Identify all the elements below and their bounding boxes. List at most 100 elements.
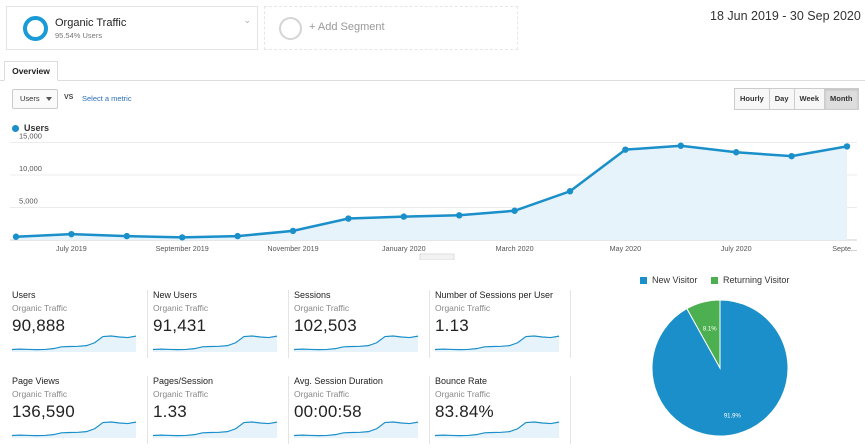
sparkline-area	[435, 422, 559, 438]
scorecard-divider	[570, 376, 571, 444]
sparkline	[435, 335, 560, 352]
sparkline-area	[294, 422, 418, 438]
scorecard-value: 1.13	[435, 316, 469, 335]
dropdown-arrow-icon	[46, 97, 52, 101]
scorecard-page-views[interactable]: Page Views Organic Traffic 136,590	[12, 376, 144, 448]
pie-slice-label: 91.9%	[724, 413, 742, 419]
granularity-hourly-button[interactable]: Hourly	[734, 88, 770, 110]
pie-legend-returning-visitor: Returning Visitor	[711, 275, 789, 285]
chevron-down-icon[interactable]: ⌄	[243, 15, 251, 25]
scorecard-avg-session-duration[interactable]: Avg. Session Duration Organic Traffic 00…	[294, 376, 426, 448]
users-data-point	[788, 152, 795, 160]
granularity-week-button[interactable]: Week	[793, 88, 825, 110]
sparkline-line	[153, 335, 278, 351]
pie-slice-returning-visitor	[686, 299, 721, 370]
users-data-point	[179, 234, 186, 241]
scorecard-value: 102,503	[294, 316, 357, 335]
date-range-label: 18 Jun 2019 - 30 Sep 2020	[710, 9, 861, 23]
sparkline	[12, 421, 137, 438]
scorecard-segment: Organic Traffic	[435, 389, 491, 399]
users-data-point	[234, 232, 241, 240]
users-data-point	[843, 143, 851, 150]
chart-legend-users: Users	[12, 123, 49, 133]
users-series-line	[15, 144, 848, 239]
sparkline-area	[294, 336, 418, 352]
users-data-point	[622, 146, 629, 153]
users-data-point	[12, 233, 20, 240]
scorecard-users[interactable]: Users Organic Traffic 90,888	[12, 290, 144, 362]
sparkline-area	[12, 336, 136, 352]
scorecard-segment: Organic Traffic	[294, 303, 350, 313]
sparkline-line	[12, 335, 137, 351]
users-data-point	[733, 149, 740, 156]
sparkline	[294, 335, 419, 352]
sparkline	[153, 335, 278, 352]
users-data-point	[123, 232, 130, 240]
scorecard-segment: Organic Traffic	[12, 303, 68, 313]
sparkline	[12, 335, 137, 352]
sparkline-line	[12, 421, 137, 437]
vs-label: VS	[64, 94, 74, 101]
empty-circle-icon	[279, 17, 302, 40]
scorecard-divider	[147, 290, 148, 358]
users-data-point	[456, 212, 463, 219]
granularity-day-button[interactable]: Day	[768, 88, 795, 110]
users-data-point	[511, 207, 518, 214]
users-data-point	[677, 142, 684, 149]
users-data-point	[345, 215, 352, 222]
x-tick-label: September 2019	[156, 244, 209, 253]
tab-bar-divider	[0, 80, 865, 81]
sparkline-area	[153, 336, 277, 352]
tab-overview[interactable]: Overview	[4, 61, 58, 81]
scorecard-bounce-rate[interactable]: Bounce Rate Organic Traffic 83.84%	[435, 376, 567, 448]
x-tick-label: May 2020	[610, 244, 642, 253]
granularity-month-button[interactable]: Month	[824, 88, 859, 110]
y-tick-label: 5,000	[19, 197, 38, 206]
scorecard-title: Users	[12, 290, 36, 300]
segment-name: Organic Traffic	[55, 17, 127, 29]
x-tick-label: July 2020	[721, 244, 752, 253]
legend-dot-icon	[12, 125, 19, 133]
pie-legend-label: Returning Visitor	[723, 275, 790, 285]
x-tick-label: Septe...	[832, 244, 857, 253]
sparkline-area	[12, 422, 136, 438]
segment-ring-icon	[23, 16, 48, 41]
chart-legend-label: Users	[24, 123, 50, 133]
x-tick-label: November 2019	[267, 244, 318, 253]
scorecard-sessions-per-user[interactable]: Number of Sessions per User Organic Traf…	[435, 290, 567, 362]
pie-legend-new-visitor: New Visitor	[640, 275, 697, 285]
x-tick-label: March 2020	[496, 244, 534, 253]
scorecard-value: 83.84%	[435, 402, 494, 421]
scorecard-segment: Organic Traffic	[294, 389, 350, 399]
scorecard-divider	[288, 376, 289, 444]
sparkline	[294, 421, 419, 438]
scorecard-title: Bounce Rate	[435, 376, 488, 386]
scorecard-value: 00:00:58	[294, 402, 362, 421]
date-range-picker[interactable]: 18 Jun 2019 - 30 Sep 2020▼	[710, 9, 865, 23]
scorecard-divider	[429, 290, 430, 358]
scorecard-title: Pages/Session	[153, 376, 214, 386]
add-segment-card[interactable]: + Add Segment	[264, 6, 518, 50]
scorecard-segment: Organic Traffic	[153, 303, 209, 313]
scorecard-pages-per-session[interactable]: Pages/Session Organic Traffic 1.33	[153, 376, 285, 448]
scorecard-title: Avg. Session Duration	[294, 376, 383, 386]
scorecard-new-users[interactable]: New Users Organic Traffic 91,431	[153, 290, 285, 362]
pie-legend-label: New Visitor	[652, 275, 698, 285]
scorecard-title: New Users	[153, 290, 198, 300]
scorecard-segment: Organic Traffic	[153, 389, 209, 399]
sparkline	[435, 421, 560, 438]
scorecard-sessions[interactable]: Sessions Organic Traffic 102,503	[294, 290, 426, 362]
scorecard-title: Sessions	[294, 290, 331, 300]
users-data-point	[566, 188, 574, 195]
granularity-toggle: Hourly Day Week Month	[734, 88, 859, 110]
sparkline-area	[435, 336, 559, 352]
scorecard-divider	[429, 376, 430, 444]
select-metric-link[interactable]: Select a metric	[82, 94, 132, 103]
segment-card-organic-traffic[interactable]: Organic Traffic 95.54% Users ⌄	[6, 6, 258, 50]
users-data-point	[68, 230, 75, 238]
scorecard-segment: Organic Traffic	[12, 389, 68, 399]
scorecard-value: 136,590	[12, 402, 75, 421]
metric-select[interactable]: Users	[12, 89, 58, 109]
chart-resize-handle	[419, 253, 455, 260]
